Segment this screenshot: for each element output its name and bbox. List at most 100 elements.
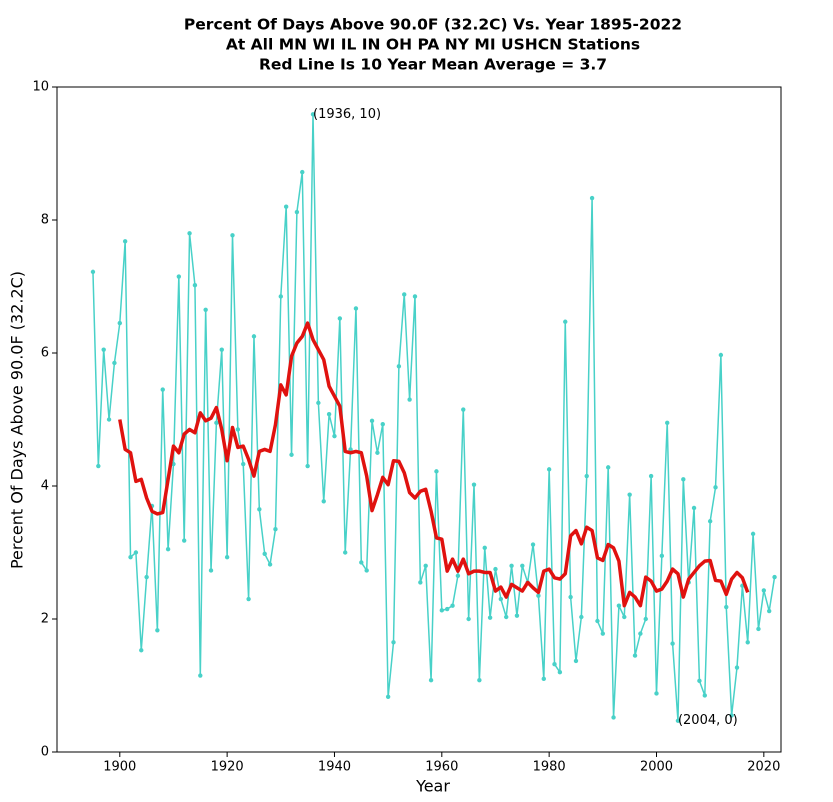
data-point [605,465,611,470]
data-point [734,665,740,670]
data-point [568,594,573,600]
data-point [750,531,756,537]
data-point [498,596,504,602]
data-point [407,397,412,402]
data-point [283,204,289,209]
data-point [144,574,149,580]
data-point [294,209,300,215]
x-tick-label: 1920 [211,760,244,775]
data-point [670,641,675,646]
data-point [461,407,466,412]
data-point [718,352,724,358]
data-point [101,347,106,352]
data-point [584,473,589,479]
data-point [203,307,208,312]
data-point [278,294,284,299]
data-point [707,519,713,524]
data-point [622,614,627,620]
data-point [761,588,767,593]
data-point [589,195,595,201]
annotation: (2004, 0) [678,713,738,728]
data-point [300,169,305,175]
data-point [289,452,294,457]
data-point [364,568,369,573]
data-point [724,604,729,610]
data-point [563,319,568,324]
data-point [745,640,750,645]
data-point [697,678,702,684]
data-point [487,615,493,620]
data-point [176,274,182,279]
data-point [675,718,681,723]
annotation: (1936, 10) [313,107,381,122]
data-point [455,573,461,578]
data-point [122,239,128,244]
data-point [681,477,686,482]
data-point [428,677,434,683]
data-point [359,560,364,565]
data-point [343,550,348,555]
data-point [326,411,332,417]
data-point [257,507,262,512]
data-point [772,574,777,580]
data-point [273,527,278,532]
y-tick-label: 4 [41,479,49,494]
data-point [616,603,622,608]
data-point [112,360,117,366]
data-point [643,616,648,622]
data-point [434,469,439,474]
data-point [541,676,546,682]
data-point [627,492,632,497]
data-point [90,269,96,275]
data-point [482,545,487,551]
data-point [310,112,316,117]
data-point [493,566,498,572]
data-point [181,538,187,543]
x-tick-label: 1900 [103,760,136,775]
data-point [224,554,230,560]
chart-title: At All MN WI IL IN OH PA NY MI USHCN Sta… [226,36,640,54]
y-tick-label: 6 [41,346,49,361]
series-line [118,321,750,608]
data-point [139,648,144,653]
x-tick-label: 2020 [747,760,780,775]
x-tick-label: 1980 [533,760,566,775]
data-point [192,282,198,288]
data-point [659,553,665,559]
data-point [702,693,707,698]
data-point [412,294,418,299]
data-point [230,233,235,238]
data-point [214,420,219,426]
data-point [96,463,101,469]
data-point [337,316,343,321]
data-point [665,420,670,426]
data-point [348,447,353,452]
data-point [321,499,326,504]
data-point [332,433,337,439]
data-point [600,631,606,636]
y-tick-label: 10 [32,80,49,95]
data-point [155,628,160,633]
data-point [369,418,375,424]
y-axis-label: Percent Of Days Above 90.0F (32.2C) [8,271,27,569]
data-point [106,417,112,422]
data-point [165,546,171,552]
data-point [133,550,139,555]
data-point [439,608,445,613]
data-point [160,387,165,392]
data-point [251,334,257,339]
y-tick-label: 8 [41,213,49,228]
data-point [187,231,192,236]
chart-title: Red Line Is 10 Year Mean Average = 3.7 [259,56,607,74]
data-point [509,563,514,568]
data-point [423,563,428,568]
data-point [756,626,761,632]
x-tick-label: 1960 [425,760,458,775]
data-point [632,653,638,658]
data-point [573,658,579,664]
data-point [648,473,654,479]
data-point [402,292,407,297]
x-tick-label: 2000 [640,760,673,775]
data-point [691,505,697,511]
